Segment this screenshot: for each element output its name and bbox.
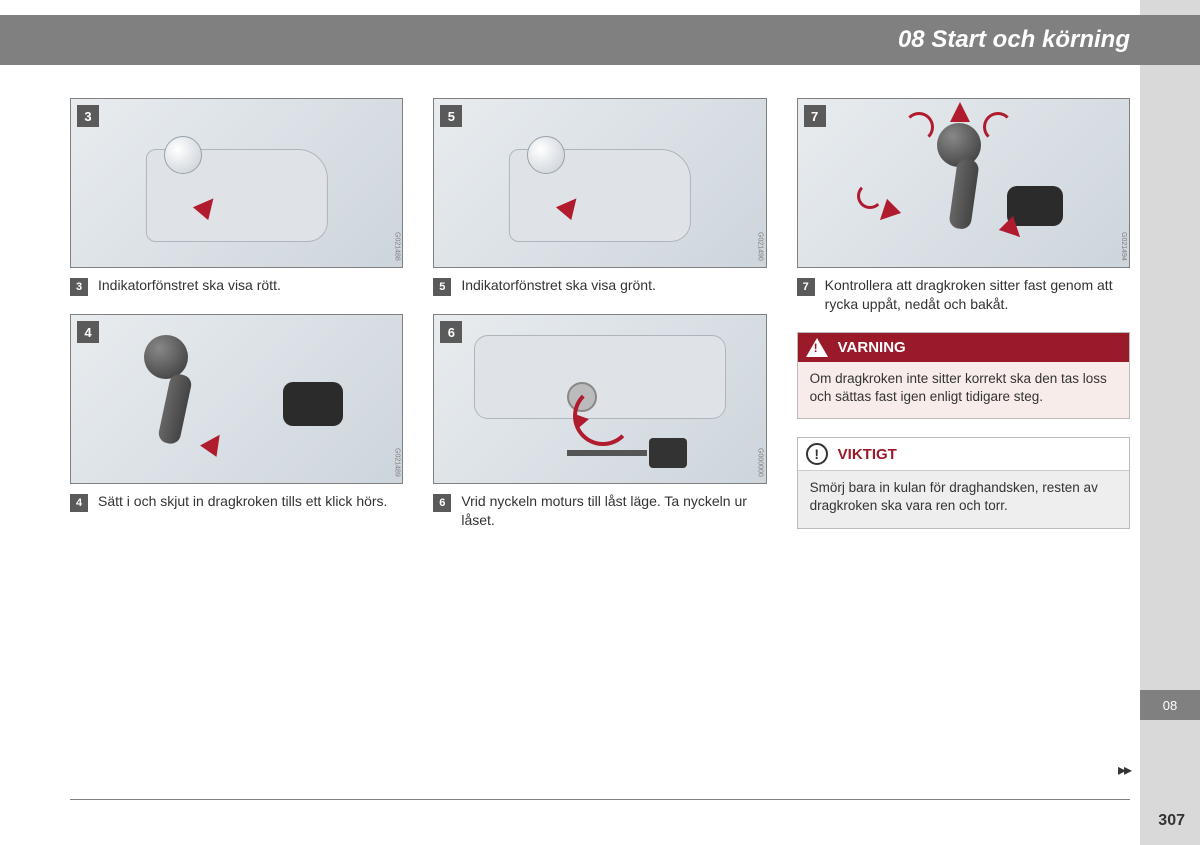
warning-box: VARNING Om dragkroken inte sitter korrek…	[797, 332, 1130, 419]
caption-badge: 6	[433, 494, 451, 512]
caption-badge: 5	[433, 278, 451, 296]
caption-7: 7 Kontrollera att dragkroken sitter fast…	[797, 276, 1130, 314]
figure-4: 4 G021489	[70, 314, 403, 484]
caption-4: 4 Sätt i och skjut in dragkroken tills e…	[70, 492, 403, 512]
caption-text: Kontrollera att dragkroken sitter fast g…	[825, 276, 1130, 314]
caption-3: 3 Indikatorfönstret ska visa rött.	[70, 276, 403, 296]
figure-badge: 3	[77, 105, 99, 127]
figure-code: G021489	[393, 448, 400, 477]
chapter-number: 08	[898, 26, 925, 53]
figure-code: G021490	[757, 232, 764, 261]
chapter-title: 08 Start och körning	[898, 26, 1130, 54]
caption-badge: 4	[70, 494, 88, 512]
figure-code: G000000	[757, 448, 764, 477]
page-number: 307	[1158, 812, 1185, 830]
caption-text: Indikatorfönstret ska visa grönt.	[461, 276, 766, 296]
column-3: 7 G021494 7 Kontrollera att dragkroken s…	[797, 98, 1130, 529]
footer-rule	[70, 799, 1130, 800]
warning-title: VARNING	[838, 339, 906, 356]
step-6: 6 G000000 6 Vrid nyckeln moturs till lås…	[433, 314, 766, 530]
step-5: 5 G021490 5 Indikatorfönstret ska visa g…	[433, 98, 766, 296]
figure-3: 3 G021488	[70, 98, 403, 268]
important-box: ! VIKTIGT Smörj bara in kulan för dragha…	[797, 437, 1130, 528]
figure-code: G021488	[393, 232, 400, 261]
figure-6: 6 G000000	[433, 314, 766, 484]
figure-badge: 7	[804, 105, 826, 127]
caption-6: 6 Vrid nyckeln moturs till låst läge. Ta…	[433, 492, 766, 530]
warning-header: VARNING	[798, 333, 1129, 362]
important-body: Smörj bara in kulan för draghandsken, re…	[798, 471, 1129, 527]
figure-5: 5 G021490	[433, 98, 766, 268]
step-3: 3 G021488 3 Indikatorfönstret ska visa r…	[70, 98, 403, 296]
caption-badge: 7	[797, 278, 815, 296]
thumb-index-tab: 08	[1140, 690, 1200, 720]
warning-body: Om dragkroken inte sitter korrekt ska de…	[798, 362, 1129, 418]
steering-wheel-icon	[1150, 20, 1190, 60]
caption-text: Indikatorfönstret ska visa rött.	[98, 276, 403, 296]
step-7: 7 G021494 7 Kontrollera att dragkroken s…	[797, 98, 1130, 314]
caption-badge: 3	[70, 278, 88, 296]
figure-7: 7 G021494	[797, 98, 1130, 268]
caption-text: Sätt i och skjut in dragkroken tills ett…	[98, 492, 403, 512]
important-title: VIKTIGT	[838, 446, 897, 463]
step-4: 4 G021489 4 Sätt i och skjut in dragkrok…	[70, 314, 403, 512]
continuation-arrows-icon: ▸▸	[1118, 760, 1130, 780]
column-2: 5 G021490 5 Indikatorfönstret ska visa g…	[433, 98, 766, 530]
figure-badge: 4	[77, 321, 99, 343]
content-grid: 3 G021488 3 Indikatorfönstret ska visa r…	[70, 98, 1130, 530]
figure-badge: 5	[440, 105, 462, 127]
important-info-icon: !	[806, 443, 828, 465]
column-1: 3 G021488 3 Indikatorfönstret ska visa r…	[70, 98, 403, 512]
important-header: ! VIKTIGT	[798, 438, 1129, 471]
chapter-header-bar: 08 Start och körning	[0, 15, 1200, 65]
warning-triangle-icon	[806, 338, 828, 357]
figure-code: G021494	[1120, 232, 1127, 261]
figure-badge: 6	[440, 321, 462, 343]
chapter-name: Start och körning	[931, 26, 1130, 53]
caption-text: Vrid nyckeln moturs till låst läge. Ta n…	[461, 492, 766, 530]
caption-5: 5 Indikatorfönstret ska visa grönt.	[433, 276, 766, 296]
